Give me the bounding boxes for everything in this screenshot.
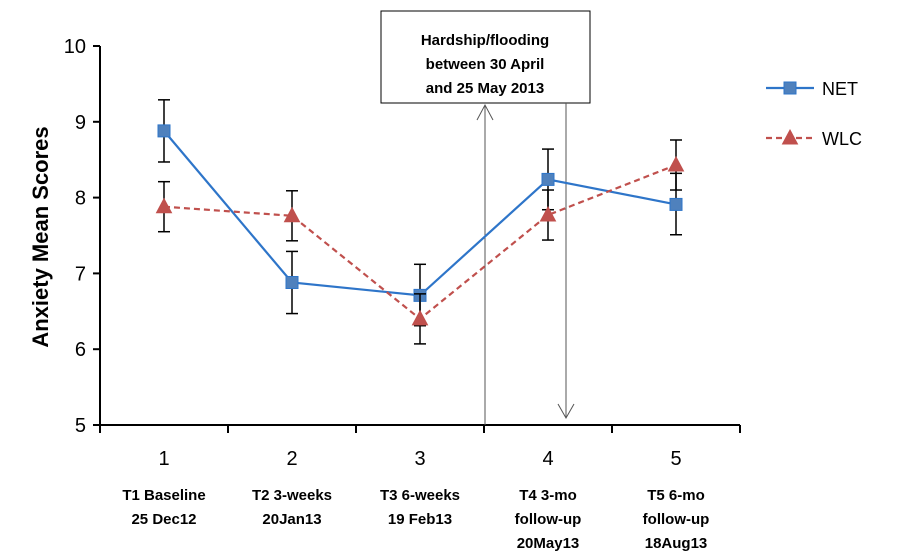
x-tick-label: 1 — [158, 448, 169, 470]
y-ticks-group: 5 6 7 8 9 10 — [64, 36, 100, 437]
y-tick-label: 7 — [75, 263, 86, 285]
y-tick-label: 5 — [75, 415, 86, 437]
annotation-box — [380, 10, 591, 104]
y-tick-label: 8 — [75, 188, 86, 210]
data-point-net — [541, 172, 555, 186]
annotation-arrow-up-head — [476, 103, 494, 121]
series-wlc — [155, 139, 685, 345]
category-label: T4 3-mo — [519, 487, 577, 504]
data-point-wlc — [155, 197, 173, 214]
annotation-line-2: between 30 April — [426, 56, 545, 73]
series-group — [155, 99, 685, 345]
legend-label: WLC — [822, 129, 862, 149]
category-labels-group: T1 Baseline 25 Dec12 T2 3-weeks 20Jan13 T3 6… — [122, 487, 709, 552]
y-axis-label: Anxiety Mean Scores — [28, 126, 53, 347]
category-label: 19 Feb13 — [388, 511, 452, 528]
category-label: 18Aug13 — [645, 535, 708, 552]
x-tick-label: 4 — [542, 448, 553, 470]
category-label: T5 6-mo — [647, 487, 705, 504]
category-label: T1 Baseline — [122, 487, 205, 504]
y-tick-label: 9 — [75, 112, 86, 134]
category-label: T3 6-weeks — [380, 487, 460, 504]
category-label: follow-up — [643, 511, 710, 528]
x-tick-label: 2 — [286, 448, 297, 470]
category-label: 20Jan13 — [262, 511, 321, 528]
legend-item-wlc: WLC — [766, 128, 862, 149]
data-point-wlc — [539, 205, 557, 222]
data-point-net — [285, 275, 299, 289]
legend-marker — [781, 128, 799, 145]
annotation-arrow-down-head — [557, 403, 575, 420]
annotation-line-1: Hardship/flooding — [421, 32, 549, 49]
x-ticks-group: 1 2 3 4 5 — [99, 425, 741, 470]
category-label: T2 3-weeks — [252, 487, 332, 504]
category-label: 20May13 — [517, 535, 580, 552]
y-tick-label: 6 — [75, 339, 86, 361]
annotation-line-3: and 25 May 2013 — [426, 80, 544, 97]
legend-item-net: NET — [766, 79, 858, 99]
data-point-net — [669, 197, 683, 211]
legend-label: NET — [822, 79, 858, 99]
y-tick-label: 10 — [64, 36, 86, 58]
data-point-wlc — [283, 206, 301, 223]
x-tick-label: 3 — [414, 448, 425, 470]
category-label: follow-up — [515, 511, 582, 528]
data-point-wlc — [667, 155, 685, 172]
category-label: 25 Dec12 — [131, 511, 196, 528]
data-point-net — [157, 124, 171, 138]
flooding-annotation: Hardship/flooding between 30 April and 2… — [380, 10, 591, 425]
legend-group: NET WLC — [766, 79, 862, 149]
legend-marker — [783, 81, 797, 95]
data-point-wlc — [411, 309, 429, 326]
x-tick-label: 5 — [670, 448, 681, 470]
